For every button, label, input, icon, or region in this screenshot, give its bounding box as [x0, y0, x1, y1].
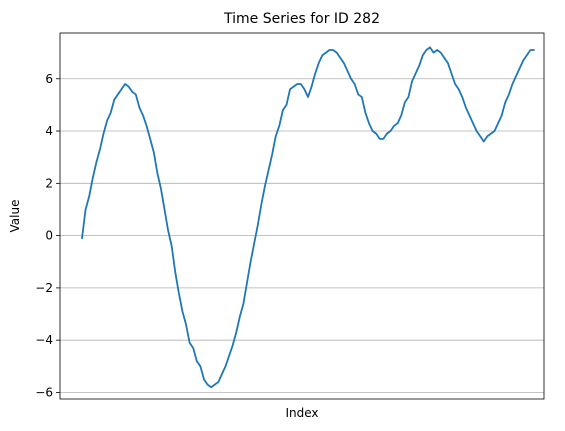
y-tick-label: 4	[45, 124, 53, 138]
x-axis-label: Index	[285, 406, 318, 420]
series-line	[81, 46, 535, 389]
y-tick-label: 2	[45, 176, 53, 190]
y-tick-label: −2	[35, 281, 53, 295]
y-tick-label: 6	[45, 72, 53, 86]
y-axis-label: Value	[8, 200, 22, 233]
y-tick-label: −6	[35, 385, 53, 399]
grid-lines	[60, 78, 544, 393]
y-axis-ticks: −6 −4 −2 0 2 4 6	[35, 72, 60, 399]
y-tick-label: 0	[45, 229, 53, 243]
y-tick-label: −4	[35, 333, 53, 347]
plot-frame	[59, 32, 545, 400]
chart-title: Time Series for ID 282	[223, 11, 380, 27]
